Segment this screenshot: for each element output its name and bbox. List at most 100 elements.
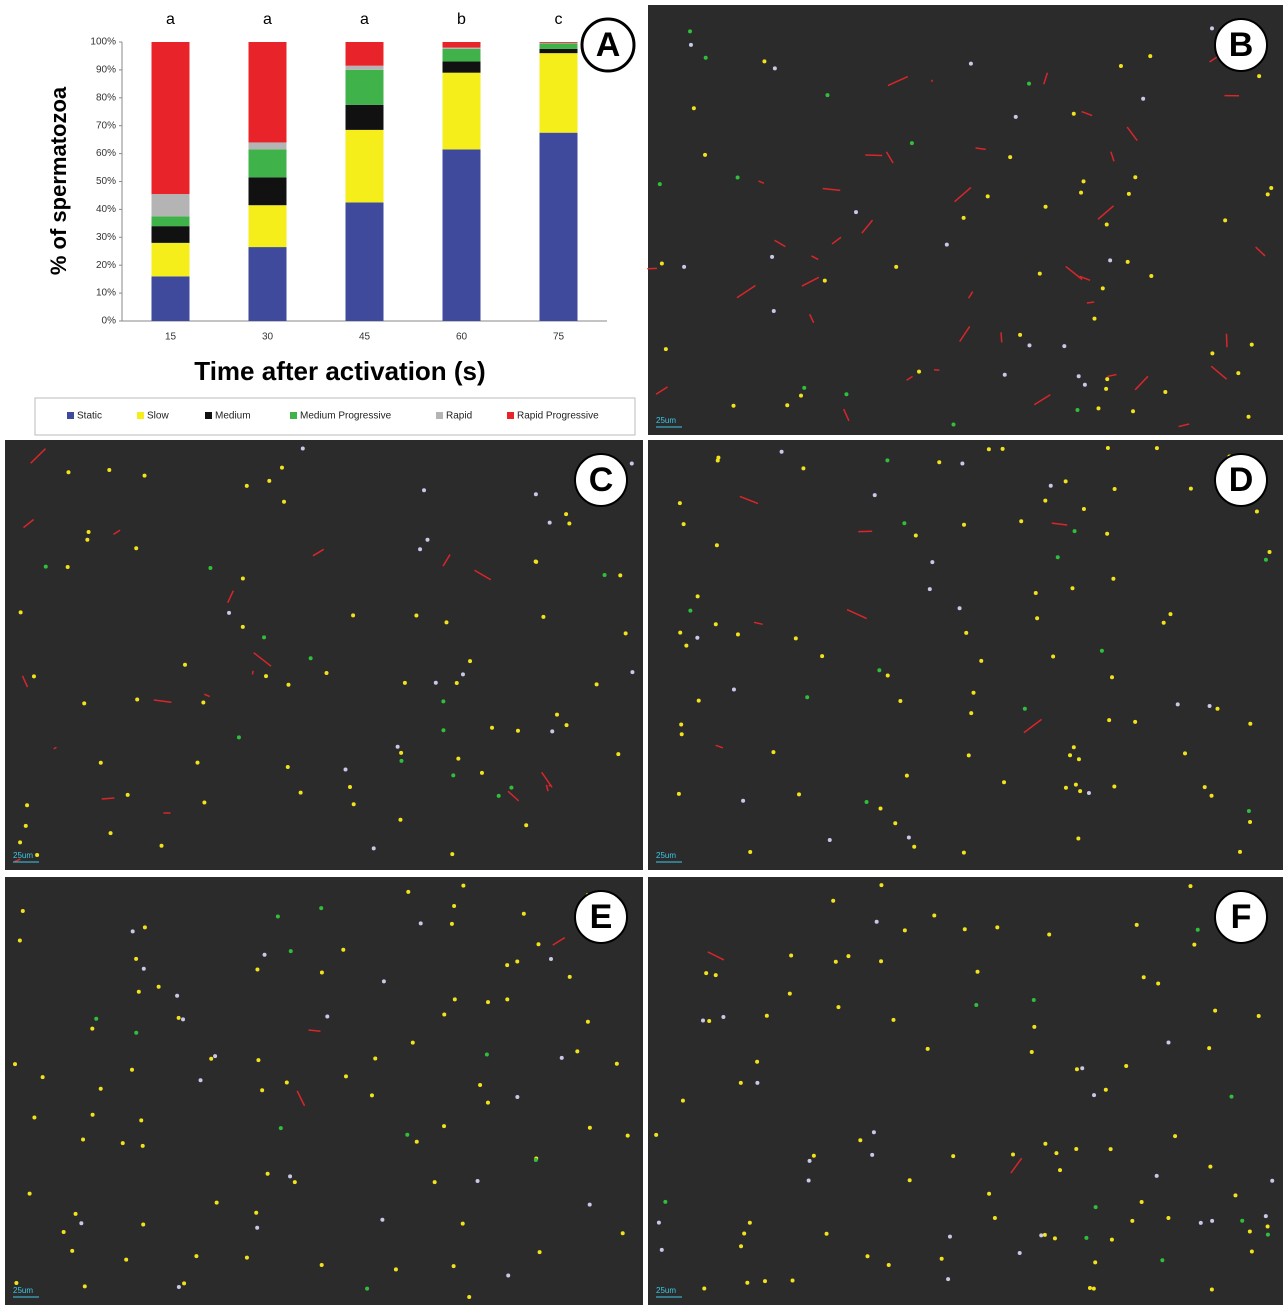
particle (1250, 343, 1254, 347)
particle (805, 695, 809, 699)
particle (264, 674, 268, 678)
particle (260, 1088, 264, 1092)
particle (282, 500, 286, 504)
particle (677, 792, 681, 796)
particle (433, 1180, 437, 1184)
particle (1027, 343, 1031, 347)
particle (877, 668, 881, 672)
particle (745, 1281, 749, 1285)
particle (1208, 1165, 1212, 1169)
particle (692, 106, 696, 110)
x-tick-label: 15 (165, 332, 177, 343)
panel-label: C (589, 461, 614, 499)
particle (937, 460, 941, 464)
bar-segment (540, 133, 578, 321)
particle (1072, 745, 1076, 749)
particle (213, 1054, 217, 1058)
particle (908, 1178, 912, 1182)
scale-label: 25um (13, 851, 33, 860)
particle (99, 1087, 103, 1091)
particle (678, 501, 682, 505)
particle (755, 1081, 759, 1085)
particle (405, 1133, 409, 1137)
particle (834, 960, 838, 964)
particle (1155, 1174, 1159, 1178)
particle (1266, 1225, 1270, 1229)
significance-label: b (457, 11, 466, 28)
particle (1018, 333, 1022, 337)
particle (1088, 1286, 1092, 1290)
particle (688, 609, 692, 613)
particle (1064, 786, 1068, 790)
particle (266, 1172, 270, 1176)
particle (946, 1277, 950, 1281)
track (1226, 334, 1227, 348)
particle (1131, 409, 1135, 413)
track (1001, 332, 1002, 342)
particle (1105, 222, 1109, 226)
particle (873, 493, 877, 497)
particle (227, 611, 231, 615)
particle (121, 1141, 125, 1145)
particle (879, 959, 883, 963)
particle (202, 800, 206, 804)
particle (1023, 707, 1027, 711)
particle (451, 773, 455, 777)
bar-segment (540, 42, 578, 43)
particle (791, 1278, 795, 1282)
particle (467, 1295, 471, 1299)
particle (917, 370, 921, 374)
particle (969, 711, 973, 715)
particle (1163, 390, 1167, 394)
particle (960, 462, 964, 466)
particle (1173, 1134, 1177, 1138)
particle (1079, 191, 1083, 195)
particle (1168, 612, 1172, 616)
particle (18, 840, 22, 844)
particle (403, 681, 407, 685)
particle (1140, 1200, 1144, 1204)
particle (352, 802, 356, 806)
particle (237, 735, 241, 739)
particle (797, 792, 801, 796)
particle (770, 255, 774, 259)
particle (1096, 406, 1100, 410)
bar-segment (443, 42, 481, 48)
particle (1073, 529, 1077, 533)
particle (452, 1264, 456, 1268)
particle (1101, 286, 1105, 290)
scale-label: 25um (656, 851, 676, 860)
particle (688, 29, 692, 33)
significance-label: a (166, 11, 175, 28)
particle (418, 547, 422, 551)
particle (524, 823, 528, 827)
particle (689, 43, 693, 47)
particle (1250, 1249, 1254, 1253)
particle (141, 1222, 145, 1226)
y-tick-label: 0% (102, 316, 117, 327)
particle (681, 1099, 685, 1103)
particle (14, 1281, 18, 1285)
legend-swatch (507, 412, 514, 419)
particle (509, 786, 513, 790)
particle (1207, 1046, 1211, 1050)
y-tick-label: 80% (96, 92, 116, 103)
particle (25, 803, 29, 807)
particle (820, 654, 824, 658)
particle (21, 909, 25, 913)
particle (588, 1203, 592, 1207)
particle (254, 1211, 258, 1215)
panel-label: B (1229, 26, 1254, 64)
particle (715, 543, 719, 547)
particle (772, 309, 776, 313)
particle (83, 1284, 87, 1288)
particle (194, 1254, 198, 1258)
bar-segment (443, 149, 481, 321)
bar-segment (346, 202, 384, 321)
particle (940, 1257, 944, 1261)
scale-label: 25um (656, 1286, 676, 1295)
particle (870, 1153, 874, 1157)
particle (802, 386, 806, 390)
particle (245, 1256, 249, 1260)
particle (160, 844, 164, 848)
